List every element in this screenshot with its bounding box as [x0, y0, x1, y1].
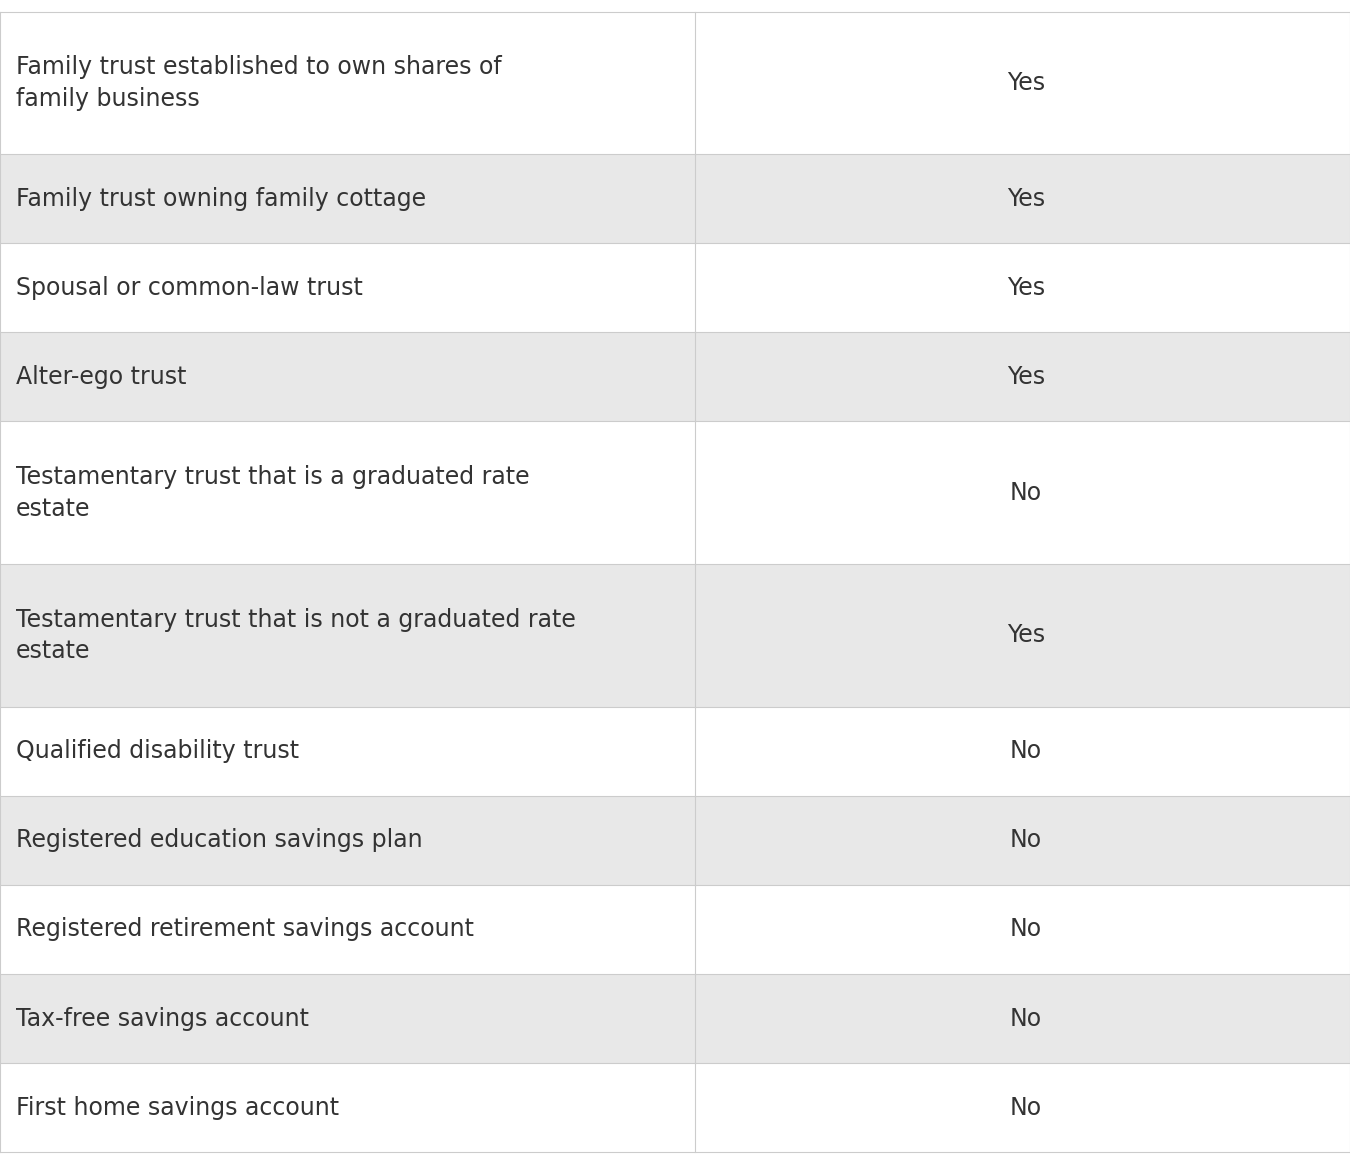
- Text: Qualified disability trust: Qualified disability trust: [16, 739, 300, 763]
- Text: Registered education savings plan: Registered education savings plan: [16, 828, 423, 852]
- Bar: [0, 422, 1350, 564]
- Bar: [0, 243, 1350, 332]
- Bar: [0, 332, 1350, 422]
- Text: Yes: Yes: [1007, 186, 1045, 211]
- Bar: [0, 796, 1350, 885]
- Bar: [0, 154, 1350, 243]
- Bar: [0, 564, 1350, 706]
- Text: Yes: Yes: [1007, 276, 1045, 300]
- Text: No: No: [1010, 739, 1042, 763]
- Text: Alter-ego trust: Alter-ego trust: [16, 365, 186, 389]
- Bar: [0, 974, 1350, 1063]
- Text: First home savings account: First home savings account: [16, 1095, 339, 1120]
- Text: Testamentary trust that is not a graduated rate
estate: Testamentary trust that is not a graduat…: [16, 608, 576, 664]
- Bar: [0, 706, 1350, 796]
- Bar: [0, 1063, 1350, 1152]
- Text: Family trust owning family cottage: Family trust owning family cottage: [16, 186, 427, 211]
- Text: Family trust established to own shares of
family business: Family trust established to own shares o…: [16, 56, 502, 111]
- Text: Registered retirement savings account: Registered retirement savings account: [16, 917, 474, 941]
- Text: No: No: [1010, 1095, 1042, 1120]
- Text: Yes: Yes: [1007, 71, 1045, 95]
- Bar: [0, 12, 1350, 154]
- Text: No: No: [1010, 481, 1042, 505]
- Text: No: No: [1010, 828, 1042, 852]
- Text: No: No: [1010, 917, 1042, 941]
- Text: No: No: [1010, 1006, 1042, 1031]
- Text: Yes: Yes: [1007, 623, 1045, 647]
- Text: Spousal or common-law trust: Spousal or common-law trust: [16, 276, 363, 300]
- Text: Yes: Yes: [1007, 365, 1045, 389]
- Text: Tax-free savings account: Tax-free savings account: [16, 1006, 309, 1031]
- Bar: [0, 885, 1350, 974]
- Text: Testamentary trust that is a graduated rate
estate: Testamentary trust that is a graduated r…: [16, 466, 529, 521]
